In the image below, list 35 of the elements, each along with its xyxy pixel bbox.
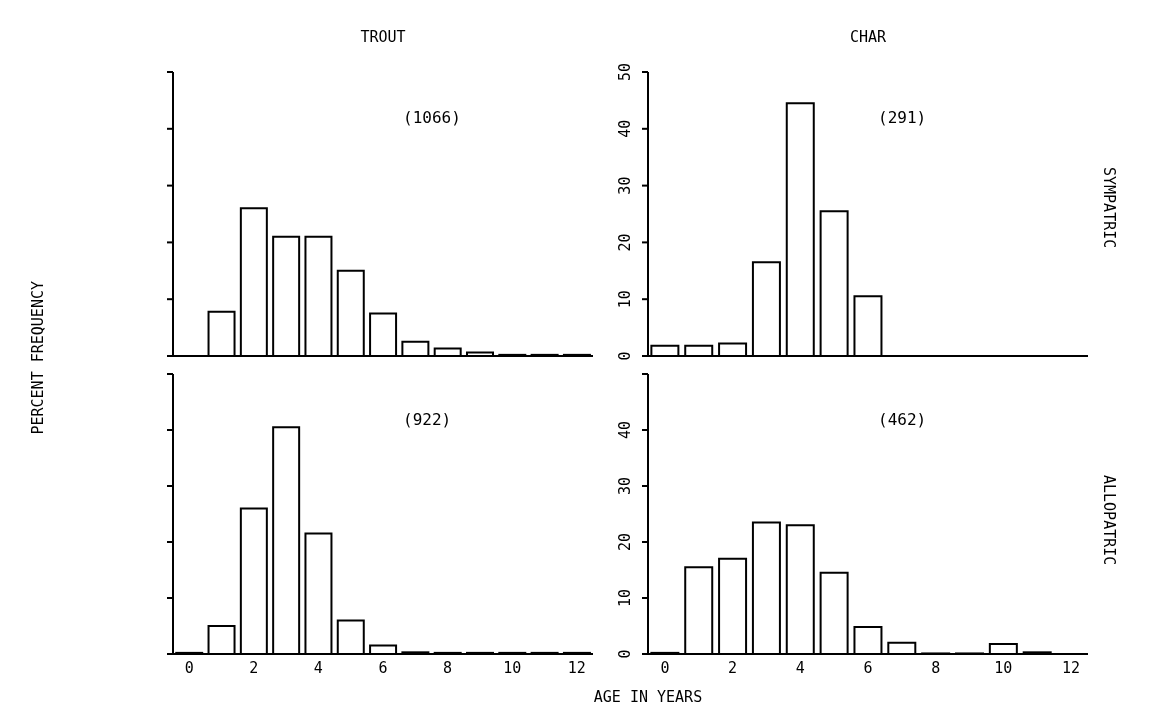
y-tick-label: 30 [616, 176, 634, 195]
y-tick-label: 20 [616, 233, 634, 252]
x-tick-label: 2 [728, 658, 738, 677]
x-tick-label: 8 [443, 658, 453, 677]
y-tick-label: 20 [616, 532, 634, 552]
y-tick-label: 10 [616, 588, 634, 608]
y-tick-label: 30 [616, 476, 634, 496]
y-axis-title: PERCENT FREQUENCY [29, 281, 47, 435]
x-tick-label: 4 [795, 658, 805, 677]
x-tick-label: 6 [863, 658, 873, 677]
y-tick-label: 0 [616, 649, 634, 659]
x-axis-title: AGE IN YEARS [592, 688, 704, 706]
x-tick-label: 6 [378, 658, 388, 677]
x-tick-label: 4 [313, 658, 323, 677]
y-tick-label: 10 [616, 290, 634, 309]
y2-axis-title: SYMPATRIC [1100, 167, 1118, 249]
annotation: (1066) [403, 108, 461, 127]
chart-title: CHAR [848, 28, 888, 46]
x-tick-label: 0 [184, 658, 194, 677]
y-tick-label: 40 [616, 420, 634, 440]
y2-axis-title: ALLOPATRIC [1100, 474, 1118, 566]
chart-title: TROUT [359, 28, 407, 46]
x-tick-label: 0 [660, 658, 670, 677]
y-tick-label: 50 [616, 62, 634, 82]
x-tick-label: 2 [249, 658, 259, 677]
y-tick-label: 0 [616, 351, 634, 361]
x-tick-label: 10 [503, 658, 522, 677]
annotation: (922) [403, 410, 452, 429]
x-tick-label: 10 [994, 658, 1013, 677]
x-tick-label: 12 [567, 658, 586, 677]
annotation: (291) [878, 108, 927, 127]
x-tick-label: 8 [931, 658, 941, 677]
annotation: (462) [878, 410, 927, 429]
x-tick-label: 12 [1062, 658, 1081, 677]
y-tick-label: 40 [616, 119, 634, 138]
